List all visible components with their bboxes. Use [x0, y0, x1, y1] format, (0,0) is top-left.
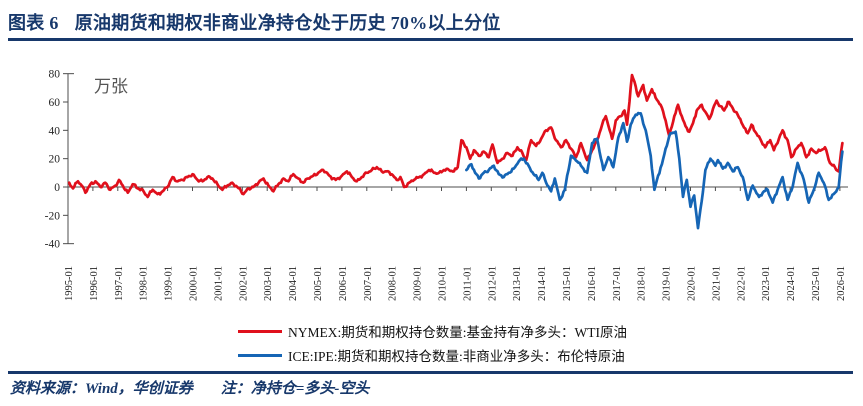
legend-item-brent: ICE:IPE:期货和期权持仓数量:非商业净多头：布伦特原油: [238, 343, 627, 367]
x-tick-label: 1998-01: [139, 266, 150, 301]
x-tick-label: 1996-01: [89, 266, 100, 301]
note-text: 注：净持仓=多头-空头: [220, 381, 370, 397]
y-tick-label: -20: [45, 210, 61, 222]
x-tick-label: 2014-01: [537, 266, 548, 301]
x-tick-label: 2013-01: [512, 266, 523, 301]
figure-title: 图表 6 原油期货和期权非商业净持仓处于历史 70%以上分位: [8, 9, 501, 35]
y-tick-label: 20: [49, 154, 61, 166]
brent-legend-label: ICE:IPE:期货和期权持仓数量:非商业净多头：布伦特原油: [288, 349, 625, 364]
chart-legend: NYMEX:期货和期权持仓数量:基金持有净多头：WTI原油 ICE:IPE:期货…: [238, 319, 627, 367]
source-text: 资料来源：Wind，华创证券: [10, 381, 193, 397]
y-tick-label: 40: [49, 125, 61, 137]
x-tick-label: 2022-01: [736, 266, 747, 301]
x-tick-label: 2024-01: [786, 266, 797, 301]
y-tick-label: 60: [49, 97, 61, 109]
x-tick-label: 2016-01: [587, 266, 598, 301]
x-tick-label: 2012-01: [487, 266, 498, 301]
x-tick-label: 2015-01: [562, 266, 573, 301]
x-tick-label: 2006-01: [338, 266, 349, 301]
wti-line-swatch: [238, 329, 282, 333]
x-tick-label: 2018-01: [637, 266, 648, 301]
x-tick-label: 2020-01: [687, 266, 698, 301]
x-tick-label: 1995-01: [64, 266, 75, 301]
x-tick-label: 2001-01: [213, 266, 224, 301]
y-tick-label: 80: [49, 69, 61, 81]
x-tick-label: 2017-01: [612, 266, 623, 301]
x-tick-label: 2011-01: [462, 266, 473, 301]
x-tick-label: 1999-01: [164, 266, 175, 301]
source-note: 资料来源：Wind，华创证券 注：净持仓=多头-空头: [10, 377, 369, 398]
figure-number: 图表 6: [8, 13, 59, 33]
x-tick-label: 2021-01: [711, 266, 722, 301]
legend-item-wti: NYMEX:期货和期权持仓数量:基金持有净多头：WTI原油: [238, 319, 627, 343]
x-tick-label: 2009-01: [413, 266, 424, 301]
wti-series-line: [67, 73, 844, 199]
unit-label: 万张: [94, 77, 128, 96]
x-tick-label: 1997-01: [114, 266, 125, 301]
y-tick-label: 0: [54, 182, 60, 194]
wti-legend-label: NYMEX:期货和期权持仓数量:基金持有净多头：WTI原油: [288, 325, 627, 340]
title-divider: [8, 38, 853, 41]
x-tick-label: 2005-01: [313, 266, 324, 301]
x-tick-label: 2023-01: [761, 266, 772, 301]
x-tick-label: 2000-01: [189, 266, 200, 301]
x-tick-label: 2002-01: [238, 266, 249, 301]
x-tick-label: 2007-01: [363, 266, 374, 301]
x-tick-label: 2008-01: [388, 266, 399, 301]
x-tick-label: 2019-01: [662, 266, 673, 301]
x-tick-label: 2003-01: [263, 266, 274, 301]
x-tick-label: 2010-01: [438, 266, 449, 301]
figure-title-text: 原油期货和期权非商业净持仓处于历史 70%以上分位: [74, 13, 501, 33]
footer-divider: [8, 371, 853, 374]
x-tick-label: 2025-01: [811, 266, 822, 301]
x-tick-label: 2004-01: [288, 266, 299, 301]
x-tick-label: 2026-01: [836, 266, 847, 301]
brent-line-swatch: [238, 353, 282, 357]
y-tick-label: -40: [45, 239, 61, 251]
brent-series-line: [465, 111, 844, 230]
